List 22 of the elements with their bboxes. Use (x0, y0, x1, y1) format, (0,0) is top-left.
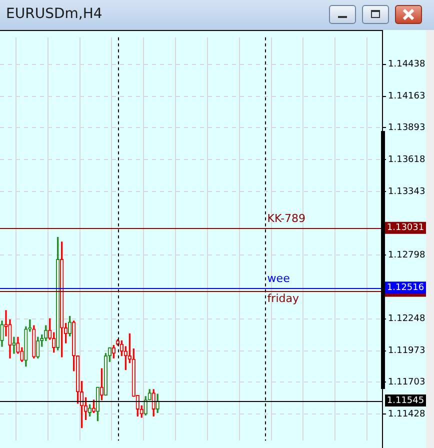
chart-title: EURUSDm,H4 (6, 6, 102, 22)
y-tick-label: 1.12798 (388, 250, 426, 260)
ref-line-label: KK-789 (267, 212, 306, 226)
y-tick-label: 1.11428 (388, 409, 426, 420)
candlestick (36, 336, 40, 358)
y-tick-label: 1.12248 (388, 314, 426, 324)
ref-line-label: friday (267, 292, 300, 306)
y-tick-label: 1.13343 (388, 186, 426, 197)
text: 1.12516 (386, 283, 424, 294)
y-tick-label: 1.14163 (388, 92, 426, 102)
text: 1.13031 (386, 223, 424, 234)
y-tick-label: 1.13893 (388, 123, 426, 134)
candlestick (112, 344, 116, 358)
ref-line-label: wee (267, 272, 290, 286)
candlestick (0, 320, 4, 347)
candlestick (32, 325, 36, 358)
candlestick (88, 404, 92, 417)
y-tick-label: 1.14438 (388, 60, 426, 70)
text: 1.11545 (386, 396, 424, 406)
y-tick-label: 1.11703 (388, 377, 426, 388)
y-tick-label: 1.13618 (388, 154, 426, 165)
y-tick-label: 1.11973 (388, 346, 426, 356)
